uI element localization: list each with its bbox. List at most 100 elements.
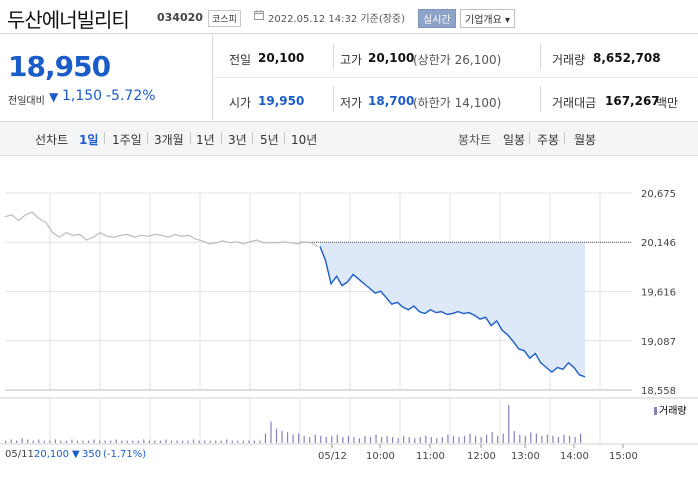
volume-bar	[436, 438, 438, 443]
volume-bar	[143, 439, 145, 443]
volume-bar	[325, 437, 327, 443]
volume-bar	[430, 437, 432, 443]
volume-bar	[54, 439, 56, 443]
volume-bar	[159, 440, 162, 443]
change-label: 전일대비	[8, 96, 45, 107]
volume-bar	[187, 440, 189, 443]
quote-col-divider	[333, 44, 334, 70]
quote-timestamp: 2022.05.12 14:32 기준(장중)	[268, 14, 406, 25]
volume-bar	[209, 440, 211, 443]
volume-bar	[513, 431, 515, 443]
tab-separator	[284, 132, 285, 144]
tab-1y[interactable]: 1년	[196, 133, 215, 147]
volume-bar	[253, 440, 255, 443]
volume-bar	[121, 440, 123, 443]
volume-bar	[43, 440, 45, 443]
previous-day-line	[4, 211, 319, 248]
volume-bar	[463, 435, 466, 443]
volume-bar	[38, 439, 40, 443]
volume-bar	[242, 440, 244, 443]
volume-bar	[192, 439, 195, 443]
volume-bar	[98, 440, 101, 443]
prev-close-value: 20,100	[258, 51, 305, 65]
volume-label: 거래량	[552, 53, 586, 67]
volume-bar	[502, 433, 504, 443]
footer-date: 05/11	[5, 449, 34, 460]
volume-bar	[110, 440, 112, 443]
trading-amount-unit: 백만	[656, 96, 679, 110]
volume-bar	[137, 440, 139, 443]
quote-row-divider	[212, 77, 698, 78]
y-tick-label: 20,146	[641, 238, 676, 249]
tab-daily-candle[interactable]: 일봉	[503, 133, 526, 147]
volume-bar	[541, 435, 543, 443]
realtime-button[interactable]: 실시간	[418, 9, 456, 28]
change-value: 1,150	[62, 88, 103, 104]
change-percent: -5.72%	[106, 88, 156, 104]
decline-fill-area	[320, 242, 585, 377]
x-axis-ticks: 05/12 10:00 11:00 12:00 13:00 14:00 15:00	[318, 444, 638, 462]
upper-limit: (상한가 26,100)	[413, 53, 502, 67]
volume-bar	[336, 434, 338, 443]
footer-down-arrow-icon: ▼	[72, 449, 80, 460]
volume-bar	[65, 440, 68, 443]
tab-3m[interactable]: 3개월	[154, 133, 184, 147]
volume-bar	[104, 440, 106, 443]
volume-bar	[403, 435, 405, 443]
volume-bar	[508, 405, 510, 443]
volume-legend-label: 거래량	[659, 405, 687, 417]
volume-bar	[314, 434, 316, 443]
volume-bar	[270, 421, 272, 443]
tab-1w[interactable]: 1주일	[112, 133, 142, 147]
volume-bar	[519, 434, 521, 443]
tab-10y[interactable]: 10년	[291, 133, 318, 147]
volume-bar	[469, 433, 471, 443]
low-value: 18,700	[368, 94, 415, 108]
tab-weekly-candle[interactable]: 주봉	[537, 133, 560, 147]
volume-bar	[21, 438, 23, 443]
volume-bar	[93, 439, 95, 443]
x-tick-label: 15:00	[609, 451, 638, 462]
volume-bar	[563, 434, 565, 443]
volume-bar	[60, 440, 62, 443]
volume-bar	[447, 434, 449, 443]
volume-bar	[486, 434, 488, 443]
today-price-line	[319, 246, 586, 378]
stock-code: 034020	[157, 11, 203, 24]
volume-bar	[358, 438, 361, 443]
volume-bar	[574, 437, 576, 443]
volume-bar	[49, 440, 51, 443]
volume-bar	[580, 433, 582, 443]
volume-bar	[397, 438, 399, 443]
tab-1d[interactable]: 1일	[79, 133, 99, 147]
tab-separator	[190, 132, 191, 144]
market-badge: 코스피	[208, 10, 241, 27]
volume-bar	[198, 440, 200, 443]
volume-bar	[204, 440, 206, 443]
volume-bar	[386, 435, 388, 443]
volume-bar	[347, 435, 349, 443]
current-price: 18,950	[8, 50, 111, 83]
volume-bar	[154, 440, 156, 443]
quote-col-divider	[540, 86, 541, 112]
volume-bar	[298, 433, 300, 443]
volume-bar	[497, 435, 499, 443]
volume-bar	[552, 435, 554, 443]
y-axis-ticks: 20,675 20,146 19,616 19,087 18,558	[641, 189, 676, 397]
tab-3y[interactable]: 3년	[228, 133, 247, 147]
open-label: 시가	[229, 96, 252, 110]
tab-5y[interactable]: 5년	[260, 133, 279, 147]
y-tick-label: 18,558	[641, 386, 676, 397]
volume-bar	[568, 435, 571, 443]
volume-bar	[165, 439, 167, 443]
quote-col-divider	[540, 44, 541, 70]
x-tick-label: 11:00	[416, 451, 445, 462]
volume-bar	[176, 440, 178, 443]
company-overview-dropdown[interactable]: 기업개요 ▾	[460, 9, 515, 28]
tab-monthly-candle[interactable]: 월봉	[574, 133, 597, 147]
volume-bar	[524, 435, 526, 443]
decline-fill	[320, 242, 585, 377]
volume-bar	[342, 437, 344, 443]
x-tick-label: 12:00	[467, 451, 496, 462]
volume-bar	[10, 439, 12, 443]
